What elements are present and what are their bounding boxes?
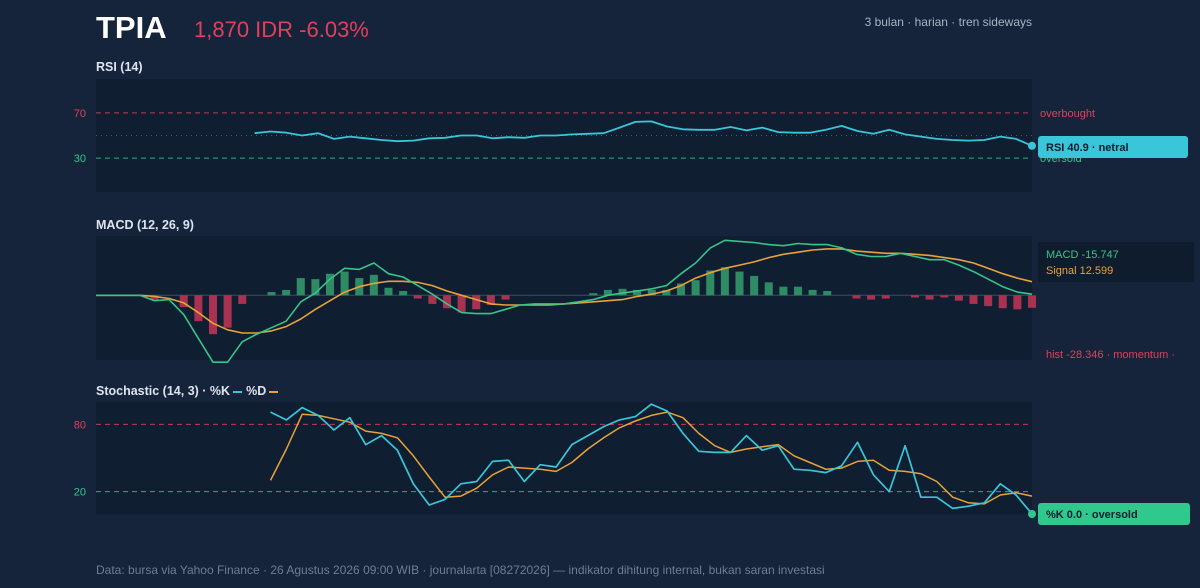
macd-hist-bar: [633, 289, 642, 296]
macd-hist-bar: [647, 289, 656, 296]
macd-hist-bar: [238, 295, 247, 304]
rsi-badge-box: [1038, 136, 1188, 158]
rsi-overbought-label: overbought: [1040, 108, 1095, 120]
macd-hist-bar: [735, 271, 744, 296]
macd-legend-signal: Signal 12.599: [1046, 265, 1113, 277]
macd-hist-bar: [852, 295, 861, 299]
macd-hist-bar: [984, 295, 993, 307]
macd-hist-bar: [793, 286, 803, 296]
stoch-panel-title: Stochastic (14, 3) · %K %D: [96, 384, 282, 398]
macd-line: [96, 239, 1033, 364]
macd-hist-bar: [750, 275, 759, 296]
rsi-badge-text: RSI 40.9 · netral: [1046, 142, 1129, 154]
macd-hist-bar: [706, 270, 715, 296]
macd-hist-bar: [881, 295, 890, 299]
macd-hist-bar: [486, 295, 495, 306]
rsi-panel-title: RSI (14): [96, 60, 143, 74]
macd-hist-bar: [457, 295, 466, 313]
stoch-panel-bg: [96, 402, 1032, 514]
macd-hist-label: hist -28.346 · momentum ·: [1046, 349, 1175, 361]
price-change: 1,870 IDR -6.03%: [194, 17, 369, 42]
stoch-last-point: [1028, 510, 1036, 518]
macd-hist-bar: [676, 283, 686, 296]
macd-hist-bar: [413, 295, 422, 299]
macd-hist-bar: [823, 290, 832, 296]
macd-hist-bar: [603, 289, 612, 296]
macd-hist-bar: [720, 267, 729, 296]
macd-hist-bar: [194, 295, 203, 322]
macd-hist-bar: [998, 295, 1007, 309]
macd-hist-bar: [150, 295, 159, 300]
footer-note: Data: bursa via Yahoo Finance · 26 Agust…: [96, 563, 825, 577]
rsi-line: [254, 120, 1033, 147]
stoch-title-text: Stochastic (14, 3) · %K: [96, 384, 231, 398]
macd-legend-macd: MACD -15.747: [1046, 249, 1119, 261]
macd-hist-bar: [618, 288, 627, 296]
macd-hist-bar: [808, 289, 817, 296]
macd-hist-bar: [662, 289, 671, 296]
macd-hist-bar: [208, 295, 218, 335]
macd-hist-bar: [1013, 295, 1022, 310]
macd-hist-bar: [223, 295, 232, 328]
d-legend-line: [269, 390, 279, 393]
macd-hist-bar: [501, 295, 510, 300]
macd-hist-bar: [969, 295, 978, 304]
macd-legend-box: [1038, 242, 1194, 282]
macd-hist-bar: [691, 280, 700, 296]
macd-hist-bar: [267, 292, 276, 296]
macd-hist-bar: [954, 295, 963, 301]
rsi-tick-70: 70: [74, 108, 86, 120]
chart-meta: 3 bulan · harian · tren sideways: [864, 15, 1032, 29]
macd-hist-bar: [340, 271, 349, 296]
macd-hist-bar: [179, 295, 188, 308]
macd-hist-bar: [399, 290, 408, 296]
macd-hist-bar: [369, 274, 378, 296]
stoch-d-line: [269, 411, 1033, 505]
macd-hist-bar: [472, 295, 481, 310]
rsi-tick-30: 30: [74, 153, 86, 165]
stoch-badge-text: %K 0.0 · oversold: [1046, 509, 1138, 521]
macd-hist-bar: [867, 295, 876, 300]
macd-hist-bar: [925, 295, 934, 300]
macd-hist-bar: [296, 278, 305, 296]
k-legend-line: [233, 390, 243, 393]
macd-hist-bar: [428, 295, 437, 304]
stoch-k-line: [270, 403, 1033, 515]
stoch-tick-20: 20: [74, 487, 86, 499]
macd-hist-bar: [589, 293, 598, 296]
ticker-symbol: TPIA: [96, 10, 167, 45]
macd-hist-bar: [384, 287, 393, 296]
macd-panel-title: MACD (12, 26, 9): [96, 218, 194, 232]
k-legend-label: %D: [246, 384, 267, 398]
macd-hist-bar: [910, 295, 920, 298]
macd-hist-bar: [1027, 295, 1037, 308]
macd-hist-bar: [764, 282, 773, 296]
macd-hist-bar: [940, 295, 949, 298]
macd-hist-bar: [282, 289, 291, 296]
rsi-last-point: [1028, 141, 1036, 150]
macd-hist-bar: [325, 273, 335, 296]
stoch-badge-box: [1038, 503, 1190, 525]
macd-hist-bar: [779, 286, 788, 296]
macd-hist-bar: [311, 279, 320, 296]
macd-hist-bar: [442, 295, 452, 309]
stoch-tick-80: 80: [74, 419, 86, 431]
